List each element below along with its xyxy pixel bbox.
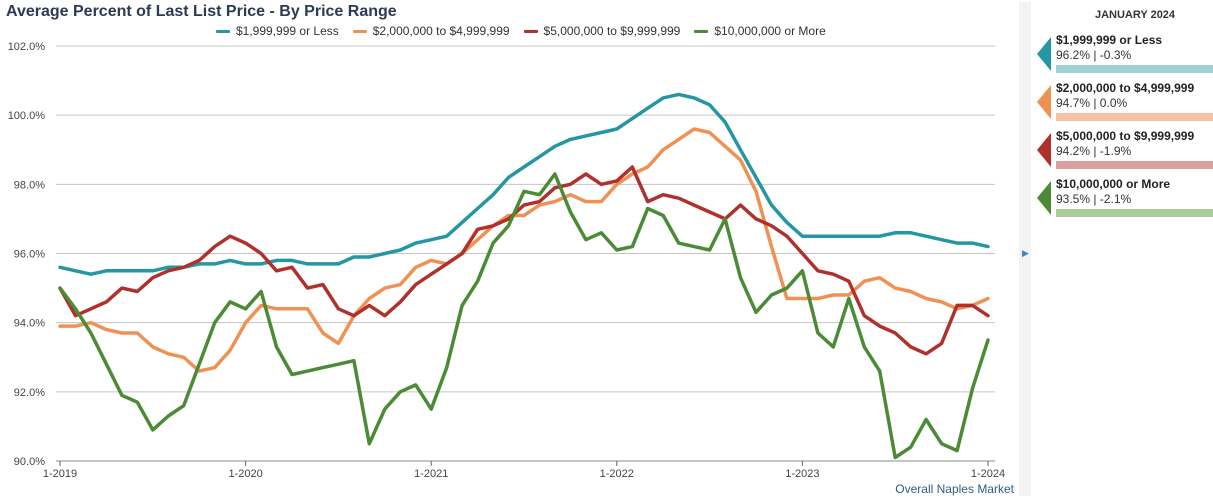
legend-label: $2,000,000 to $4,999,999: [372, 24, 510, 38]
triangle-marker-icon: [1037, 181, 1051, 215]
legend-item-under-2m[interactable]: $1,999,999 or Less: [216, 24, 339, 38]
legend-label: $10,000,000 or More: [714, 24, 826, 38]
card-range-label: $2,000,000 to $4,999,999: [1056, 81, 1195, 95]
card-range-label: $5,000,000 to $9,999,999: [1056, 129, 1195, 143]
triangle-marker-icon: [1037, 133, 1051, 167]
legend-swatch: [352, 29, 367, 33]
side-panel: [1019, 2, 1213, 496]
legend-item-2m-5m[interactable]: $2,000,000 to $4,999,999: [352, 24, 510, 38]
summary-card-2m-5m[interactable]: $2,000,000 to $4,999,999 94.7% | 0.0%: [1037, 79, 1213, 125]
y-tick-label: 98.0%: [14, 179, 45, 191]
summary-card-10m-plus[interactable]: $10,000,000 or More 93.5% | -2.1%: [1037, 175, 1213, 221]
card-value: 96.2% | -0.3%: [1056, 48, 1132, 62]
y-tick-label: 92.0%: [14, 387, 45, 399]
x-tick-label: 1-2020: [228, 468, 262, 480]
card-value: 93.5% | -2.1%: [1056, 192, 1132, 206]
chart-title: Average Percent of Last List Price - By …: [6, 3, 397, 20]
legend-item-5m-10m[interactable]: $5,000,000 to $9,999,999: [523, 24, 681, 38]
triangle-marker-icon: [1037, 85, 1051, 119]
y-tick-label: 96.0%: [14, 249, 45, 261]
y-tick-label: 94.0%: [14, 318, 45, 330]
x-tick-label: 1-2023: [785, 468, 819, 480]
y-tick-label: 102.0%: [8, 41, 46, 53]
x-tick-label: 1-2022: [600, 468, 634, 480]
legend-swatch: [694, 29, 709, 33]
x-tick-label: 1-2021: [414, 468, 448, 480]
card-value: 94.2% | -1.9%: [1056, 144, 1132, 158]
card-color-bar: [1056, 209, 1213, 217]
legend-swatch: [216, 29, 230, 33]
card-range-label: $10,000,000 or More: [1056, 177, 1171, 191]
card-color-bar: [1056, 161, 1213, 169]
card-range-label: $1,999,999 or Less: [1056, 33, 1163, 47]
legend-label: $5,000,000 to $9,999,999: [543, 24, 681, 38]
card-color-bar: [1056, 65, 1213, 73]
series-line-2: [58, 165, 990, 356]
y-tick-label: 90.0%: [14, 456, 45, 468]
y-tick-label: 100.0%: [8, 110, 46, 122]
series-line-3: [58, 172, 990, 460]
series-line-1: [58, 127, 990, 373]
grid-lines: [56, 45, 995, 462]
x-tick-label: 1-2019: [43, 468, 77, 480]
summary-card-under-2m[interactable]: $1,999,999 or Less 96.2% | -0.3%: [1037, 31, 1213, 77]
x-tick-label: 1-2024: [971, 468, 1005, 480]
card-value: 94.7% | 0.0%: [1056, 96, 1128, 110]
axes: 90.0% 92.0% 94.0% 96.0% 98.0% 100.0% 102.0% 1-2…: [8, 41, 1005, 480]
card-color-bar: [1056, 113, 1213, 121]
series-line-0: [58, 92, 990, 276]
legend-item-10m-plus[interactable]: $10,000,000 or More: [694, 24, 826, 38]
summary-card-5m-10m[interactable]: $5,000,000 to $9,999,999 94.2% | -1.9%: [1037, 127, 1213, 173]
panel-toggle-icon[interactable]: ▶: [1022, 248, 1029, 258]
panel-collapse-strip[interactable]: [1019, 2, 1031, 496]
triangle-marker-icon: [1037, 37, 1051, 71]
chart-legend: $1,999,999 or Less $2,000,000 to $4,999,…: [216, 24, 826, 38]
line-chart: 90.0% 92.0% 94.0% 96.0% 98.0% 100.0% 102.0% 1-2…: [8, 41, 1005, 480]
legend-swatch: [523, 29, 538, 33]
legend-label: $1,999,999 or Less: [236, 24, 339, 38]
market-footnote: Overall Naples Market: [895, 482, 1014, 496]
panel-month-header: JANUARY 2024: [1094, 9, 1176, 21]
series-lines: [58, 92, 990, 460]
